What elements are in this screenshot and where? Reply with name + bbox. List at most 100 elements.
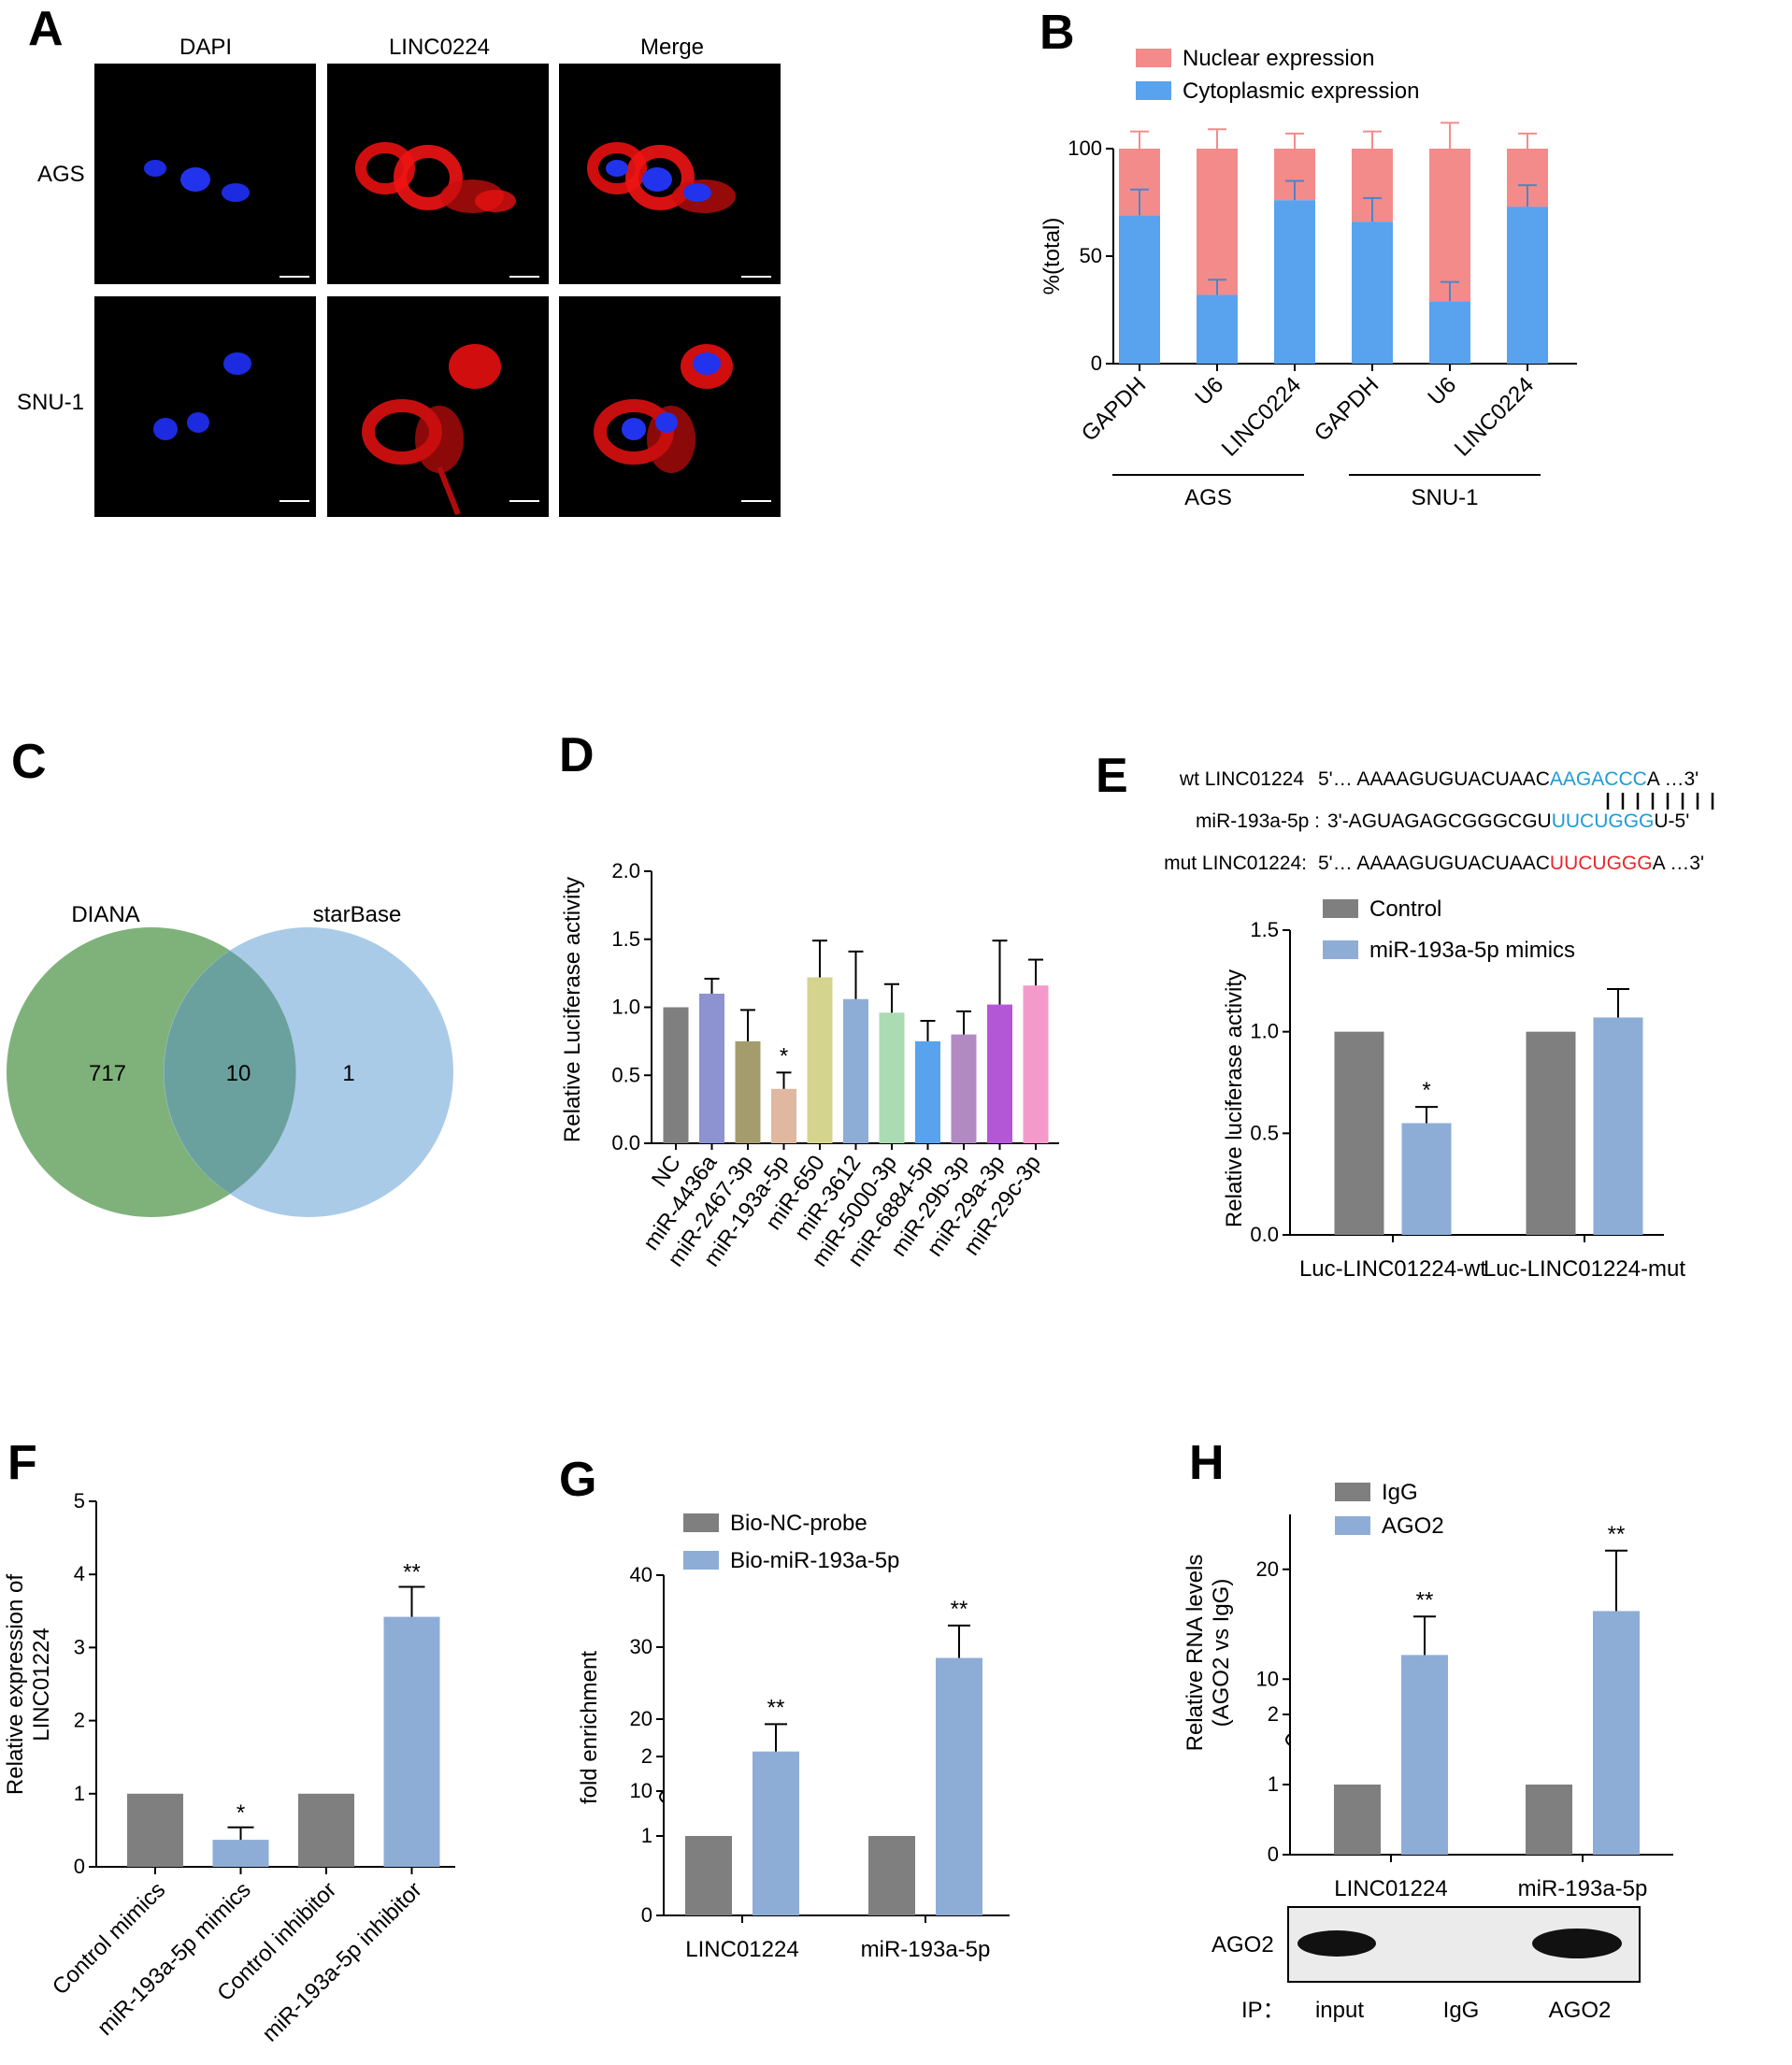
chart-e-y-tick-label: 1.5 (1250, 918, 1279, 941)
venn-label-starbase: starBase (313, 902, 402, 927)
chart-h-significance: ** (1416, 1587, 1434, 1613)
seq-mir-suffix: U-5' (1654, 810, 1689, 832)
chart-h-y-label-line: Relative RNA levels (1183, 1555, 1208, 1752)
chart-f-y-label-line: Relative expression of (3, 1574, 28, 1795)
chart-b-legend-label: Nuclear expression (1183, 46, 1374, 71)
chart-g-legend-swatch (683, 1551, 719, 1570)
chart-g-bar-linc01224-bio-nc-probe (685, 1836, 732, 1915)
chart-h-legend-label: IgG (1382, 1480, 1418, 1505)
seq-wt-suffix: A …3' (1647, 768, 1699, 790)
chart-b-group-label-snu-1: SNU-1 (1411, 485, 1478, 510)
scale-bar (509, 276, 539, 278)
chart-b-x-tick-label: GAPDH (1310, 372, 1383, 446)
venn-overlap (164, 951, 296, 1194)
chart-g-upper-y-tick-label: 30 (630, 1635, 652, 1658)
chart-d-bar-mir-5000-3p (879, 1012, 905, 1143)
chart-g-upper-y-tick-label: 20 (630, 1707, 652, 1730)
chart-e-bar-luc-linc01224-mut-control (1526, 1031, 1576, 1235)
chart-e-y-tick-label: 0.5 (1250, 1121, 1279, 1144)
chart-f-bar-control-inhibitor (298, 1793, 354, 1867)
panel-label-b: B (1039, 6, 1075, 60)
row-label-ags: AGS (37, 162, 85, 187)
chart-b-y-tick-label: 0 (1091, 351, 1102, 375)
chart-h-bar-mir-193a-5p-ago2-lower (1593, 1714, 1640, 1855)
panel-label-c: C (11, 735, 47, 789)
chart-h-axis-break-mark (1285, 1733, 1291, 1746)
chart-e-x-tick-label: Luc-LINC01224-mut (1484, 1256, 1685, 1282)
chart-d-bar-nc (663, 1007, 689, 1143)
chart-g-y-label-line: fold enrichment (577, 1651, 602, 1804)
micrograph-snu1-linc0224 (327, 296, 549, 517)
chart-g-significance: ** (767, 1695, 785, 1720)
chart-g-bar-mir-193a-5p-bio-nc-probe (868, 1836, 915, 1915)
chart-b-group-label-ags: AGS (1184, 485, 1232, 510)
seq-mut: 5'… AAAAGUGUACUAACUUCUGGGA …3' (1318, 853, 1704, 874)
blot-lane-ago2: AGO2 (1549, 1998, 1612, 2023)
chart-g-legend-label: Bio-miR-193a-5p (730, 1548, 899, 1573)
chart-d-y-label: Relative Luciferase activity (560, 877, 585, 1142)
chart-e-y-tick-label: 1.0 (1250, 1020, 1279, 1043)
chart-f-y-label: Relative expression ofLINC01224 (3, 1574, 54, 1795)
seq-mut-site: UUCUGGG (1550, 853, 1653, 874)
chart-h-legend-label: AGO2 (1382, 1513, 1444, 1539)
panel-b-chart: B 0 50 100 %(total) Nuclear expression Cytopl… (1039, 6, 1577, 510)
column-header-linc0224: LINC0224 (389, 35, 490, 60)
chart-g-lower-y-tick-label: 0 (641, 1903, 652, 1927)
chart-e-x-tick-label: Luc-LINC01224-wt (1299, 1256, 1486, 1282)
chart-b-bar-cytoplasmic-linc0224-2 (1274, 200, 1315, 364)
panel-label-h: H (1189, 1436, 1225, 1490)
chart-h-lower-y-tick-label: 2 (1268, 1702, 1279, 1726)
blot-band-label: AGO2 (1211, 1932, 1274, 1957)
chart-b-legend-label: Cytoplasmic expression (1183, 79, 1419, 104)
seq-label-mut: mut LINC01224: (1164, 853, 1307, 874)
blot-lane-igg: IgG (1443, 1998, 1480, 2023)
chart-h-bar-linc01224-ago2-lower (1401, 1714, 1448, 1855)
scale-bar (280, 500, 309, 502)
chart-g-x-tick-label: LINC01224 (685, 1937, 798, 1962)
chart-g-bar-linc01224-bio-mir-193a-5p-upper (753, 1751, 799, 1791)
panel-label-g: G (559, 1453, 596, 1507)
chart-d-y-tick-label: 0.0 (611, 1131, 640, 1154)
micrograph-snu1-dapi (94, 296, 316, 517)
chart-b-x-tick-label: GAPDH (1077, 372, 1151, 446)
scale-bar (509, 500, 539, 502)
chart-h-y-label-line: (AGO2 vs IgG) (1209, 1579, 1234, 1728)
chart-e-y-tick-label: 0.0 (1250, 1223, 1279, 1246)
chart-g-bar-mir-193a-5p-bio-mir-193a-5p-upper (936, 1657, 982, 1791)
venn-label-diana: DIANA (71, 902, 139, 927)
chart-h-bar-linc01224-igg (1334, 1785, 1381, 1855)
chart-h-lower-y-tick-label: 1 (1268, 1772, 1279, 1796)
chart-b-bar-cytoplasmic-gapdh-0 (1119, 215, 1160, 364)
chart-f-y-tick-label: 2 (74, 1709, 85, 1732)
chart-f-bar-control-mimics (127, 1793, 183, 1867)
chart-f-bar-mir-193a-5p-mimics (212, 1840, 269, 1867)
chart-e-legend-label: Control (1369, 896, 1441, 922)
chart-h-significance: ** (1608, 1522, 1626, 1547)
chart-f-x-tick-label: miR-193a-5p inhibitor (257, 1877, 426, 2046)
chart-h-x-tick-label: miR-193a-5p (1518, 1876, 1648, 1901)
chart-g-y-label: fold enrichment (577, 1651, 602, 1804)
chart-b-x-tick-label: LINC0224 (1450, 372, 1540, 462)
chart-d-bar-mir-4436a (699, 993, 724, 1143)
chart-d-bar-mir-193a-5p (771, 1088, 796, 1143)
chart-e-legend-label: miR-193a-5p mimics (1369, 938, 1575, 963)
chart-h-upper-y-tick-label: 10 (1256, 1667, 1279, 1690)
chart-e-bar-luc-linc01224-mut-mir-193a-5p-mimics (1593, 1017, 1643, 1235)
seq-mir-prefix: 3'-AGUAGAGCGGGCGU (1327, 810, 1552, 832)
chart-b-x-tick-label: U6 (1190, 372, 1228, 410)
chart-b-y-tick-label: 100 (1068, 136, 1102, 160)
chart-b-bar-nuclear-u6-1 (1197, 149, 1238, 295)
chart-f-y-tick-label: 5 (74, 1489, 85, 1513)
chart-f-x-tick-label: miR-193a-5p mimics (93, 1877, 256, 2041)
chart-f-y-tick-label: 3 (74, 1635, 85, 1658)
panel-e-chart: E wt LINC01224 5'… AAAAGUGUACUAACAAGACCC… (1096, 749, 1714, 1282)
chart-b-y-label: %(total) (1039, 218, 1065, 295)
panel-label-a: A (28, 2, 64, 56)
seq-mir-site: UUCUGGG (1552, 810, 1655, 832)
chart-f-y-label-line: LINC01224 (29, 1628, 54, 1741)
chart-g-x-tick-label: miR-193a-5p (861, 1937, 991, 1962)
chart-g-upper-y-tick-label: 40 (630, 1563, 652, 1586)
panel-d-chart: D 0.0 0.5 1.0 1.5 2.0 Relative Luciferase act… (559, 728, 1059, 1271)
seq-label-wt: wt LINC01224 (1179, 768, 1304, 790)
